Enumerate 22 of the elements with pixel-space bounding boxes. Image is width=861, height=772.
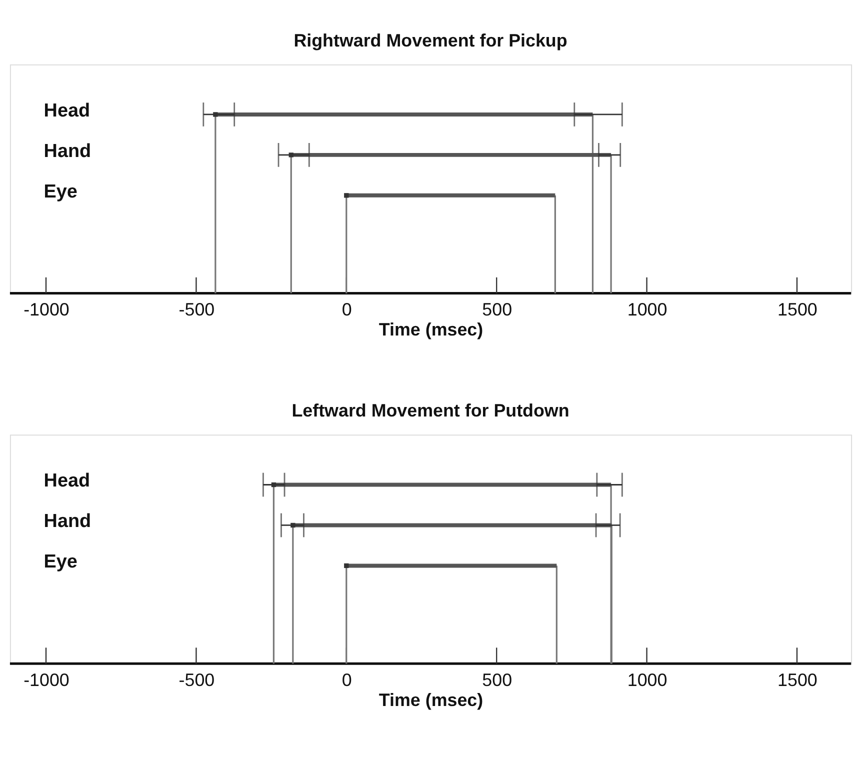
x-axis-title: Time (msec) xyxy=(378,690,484,710)
y-tick-label: Eye xyxy=(44,181,78,202)
x-tick-label: 1000 xyxy=(627,300,668,320)
x-tick-label: 0 xyxy=(342,300,352,320)
chart-title: Leftward Movement for Putdown xyxy=(292,400,570,421)
y-tick-label: Head xyxy=(44,100,90,122)
x-tick-label: 1500 xyxy=(778,670,818,690)
x-tick-label: -500 xyxy=(178,300,215,320)
y-tick-label: Head xyxy=(44,470,90,492)
chart-title: Rightward Movement for Pickup xyxy=(294,30,568,50)
y-tick-label: Hand xyxy=(44,140,92,162)
x-tick-label: 500 xyxy=(482,670,512,690)
x-tick-label: -1000 xyxy=(24,300,70,320)
y-tick-label: Eye xyxy=(44,552,78,573)
x-tick-label: 500 xyxy=(482,300,512,320)
x-axis-title: Time (msec) xyxy=(378,320,484,340)
y-tick-label: Hand xyxy=(44,511,92,532)
x-tick-label: -1000 xyxy=(24,670,70,690)
x-tick-label: 0 xyxy=(342,670,352,690)
x-tick-label: 1500 xyxy=(778,300,818,320)
x-tick-label: 1000 xyxy=(627,670,668,690)
x-tick-label: -500 xyxy=(178,670,215,690)
